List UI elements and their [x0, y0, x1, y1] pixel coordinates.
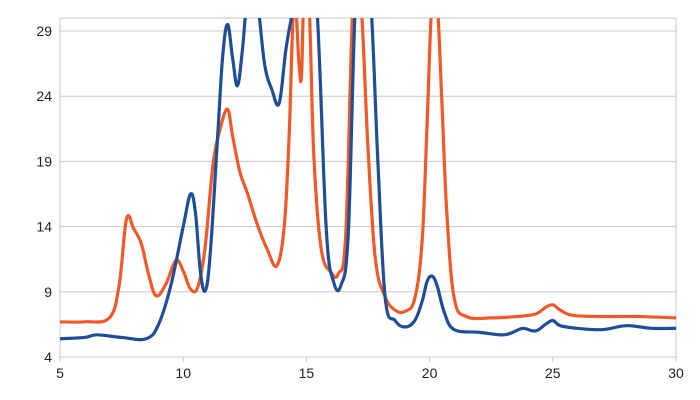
y-tick-label: 14 [36, 219, 52, 235]
x-tick-label: 10 [175, 365, 191, 381]
x-tick-label: 30 [668, 365, 684, 381]
x-tick-label: 5 [56, 365, 64, 381]
x-tick-label: 15 [299, 365, 315, 381]
y-tick-label: 29 [36, 23, 52, 39]
x-tick-label: 20 [422, 365, 438, 381]
y-tick-label: 19 [36, 153, 52, 169]
data-series [60, 18, 676, 342]
tick-labels: 4 9 14 19 24 29 5 10 15 20 25 30 [36, 23, 684, 381]
series-line-blue [60, 18, 676, 342]
grid-lines [60, 30, 676, 358]
y-tick-label: 9 [44, 284, 52, 300]
plot-frame [59, 17, 677, 358]
x-tick-label: 25 [545, 365, 561, 381]
axes [59, 17, 677, 362]
series-line-orange [60, 18, 676, 324]
y-tick-label: 24 [36, 88, 52, 104]
y-tick-label: 4 [44, 349, 52, 365]
